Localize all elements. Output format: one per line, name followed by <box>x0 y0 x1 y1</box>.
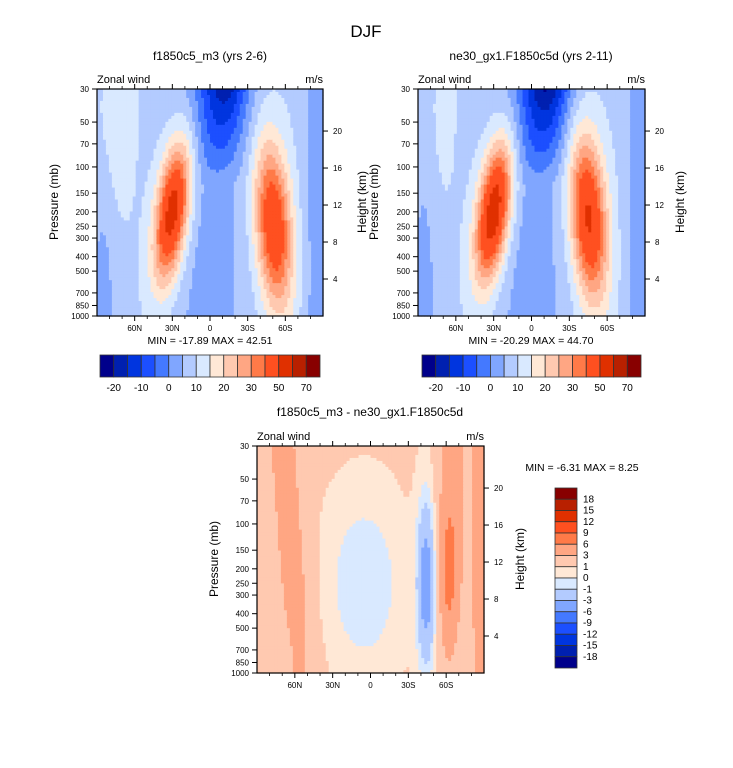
panel-model1: f1850c5_m3 (yrs 2-6) Zonal wind m/s MIN … <box>47 49 369 347</box>
figure: DJF f1850c5_m3 (yrs 2-6) Zonal wind m/s … <box>0 0 733 768</box>
contour-field <box>97 89 324 317</box>
y-axis-label: Pressure (mb) <box>47 164 61 240</box>
right-string: m/s <box>305 74 323 86</box>
figure-title: DJF <box>350 22 381 41</box>
panel-title: f1850c5_m3 (yrs 2-6) <box>153 49 267 63</box>
left-string: Zonal wind <box>97 74 150 86</box>
min-max-stats: MIN = -17.89 MAX = 42.51 <box>148 335 273 347</box>
